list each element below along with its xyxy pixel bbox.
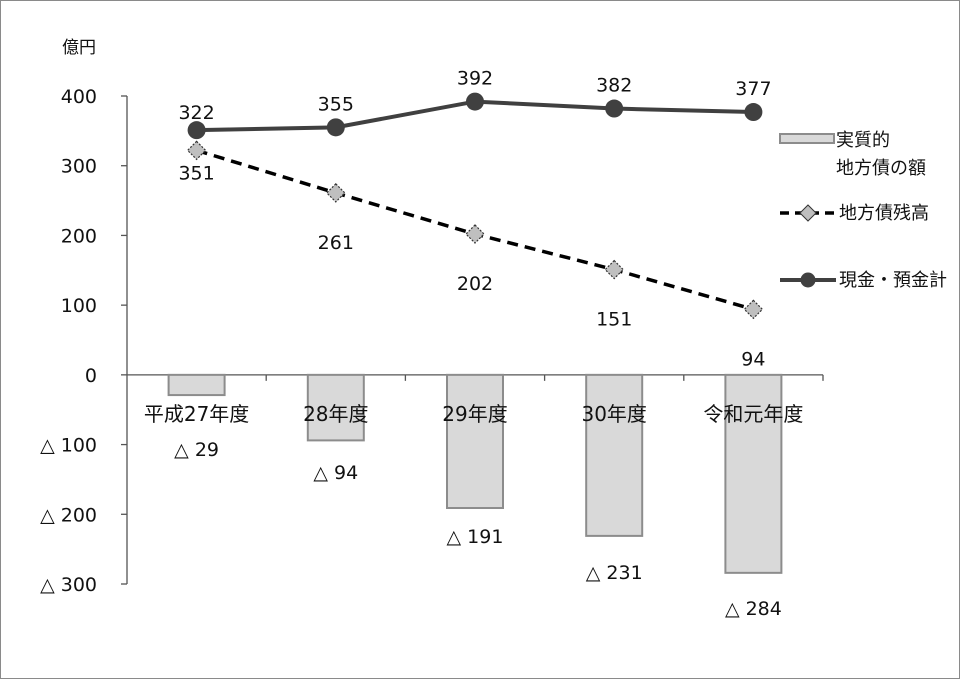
y-tick-label: 0 bbox=[85, 365, 97, 387]
cash-point bbox=[187, 121, 206, 140]
debt-value-label: 151 bbox=[596, 309, 632, 331]
bar-value-label: △ 94 bbox=[313, 462, 358, 484]
legend-bar-swatch bbox=[779, 133, 835, 144]
debt-point bbox=[604, 259, 625, 280]
debt-point bbox=[325, 183, 346, 203]
cash-value-label: 355 bbox=[318, 93, 354, 115]
legend-bar-label-line2: 地方債の額 bbox=[836, 158, 926, 179]
debt-value-label: 261 bbox=[318, 232, 354, 254]
y-tick-label: 400 bbox=[61, 86, 97, 108]
y-tick-label: △ 300 bbox=[40, 574, 97, 596]
bar-value-label: △ 191 bbox=[447, 526, 504, 548]
y-tick-label: 200 bbox=[61, 225, 97, 247]
bar bbox=[724, 373, 783, 574]
legend-bar-label-line1: 実質的 bbox=[836, 130, 890, 151]
bar bbox=[446, 373, 504, 510]
unit-label: 億円 bbox=[62, 38, 96, 58]
cash-point bbox=[466, 92, 484, 111]
y-tick-label: 300 bbox=[61, 156, 97, 178]
bar bbox=[306, 373, 365, 442]
cash-point bbox=[744, 103, 763, 122]
debt-value-label: 351 bbox=[178, 162, 214, 184]
legend-cash-marker bbox=[800, 272, 816, 288]
legend-cash-label: 現金・預金計 bbox=[839, 270, 947, 291]
debt-point bbox=[743, 299, 764, 320]
x-category-label: 29年度 bbox=[442, 402, 507, 426]
debt-point bbox=[186, 140, 207, 161]
bar bbox=[585, 373, 644, 537]
cash-value-label: 382 bbox=[596, 75, 632, 97]
x-category-label: 平成27年度 bbox=[144, 402, 249, 426]
y-tick-label: 100 bbox=[61, 295, 97, 317]
x-category-label: 30年度 bbox=[581, 402, 646, 426]
legend-debt-marker bbox=[799, 204, 817, 222]
debt-value-label: 202 bbox=[457, 273, 493, 295]
cash-value-label: 322 bbox=[178, 102, 214, 124]
bar-value-label: △ 231 bbox=[586, 562, 643, 584]
cash-point bbox=[605, 99, 624, 118]
bar-value-label: △ 29 bbox=[174, 439, 219, 461]
bar bbox=[167, 373, 226, 397]
y-tick-label: △ 100 bbox=[40, 435, 97, 457]
x-category-label: 28年度 bbox=[303, 402, 368, 426]
cash-value-label: 392 bbox=[457, 68, 493, 90]
debt-point bbox=[465, 224, 485, 244]
y-tick-label: △ 200 bbox=[40, 504, 97, 526]
legend-debt-label: 地方債残高 bbox=[839, 203, 929, 224]
bar-value-label: △ 284 bbox=[725, 598, 782, 620]
x-category-label: 令和元年度 bbox=[703, 402, 803, 426]
cash-point bbox=[326, 118, 345, 137]
cash-value-label: 377 bbox=[735, 78, 771, 100]
debt-value-label: 94 bbox=[741, 348, 765, 370]
